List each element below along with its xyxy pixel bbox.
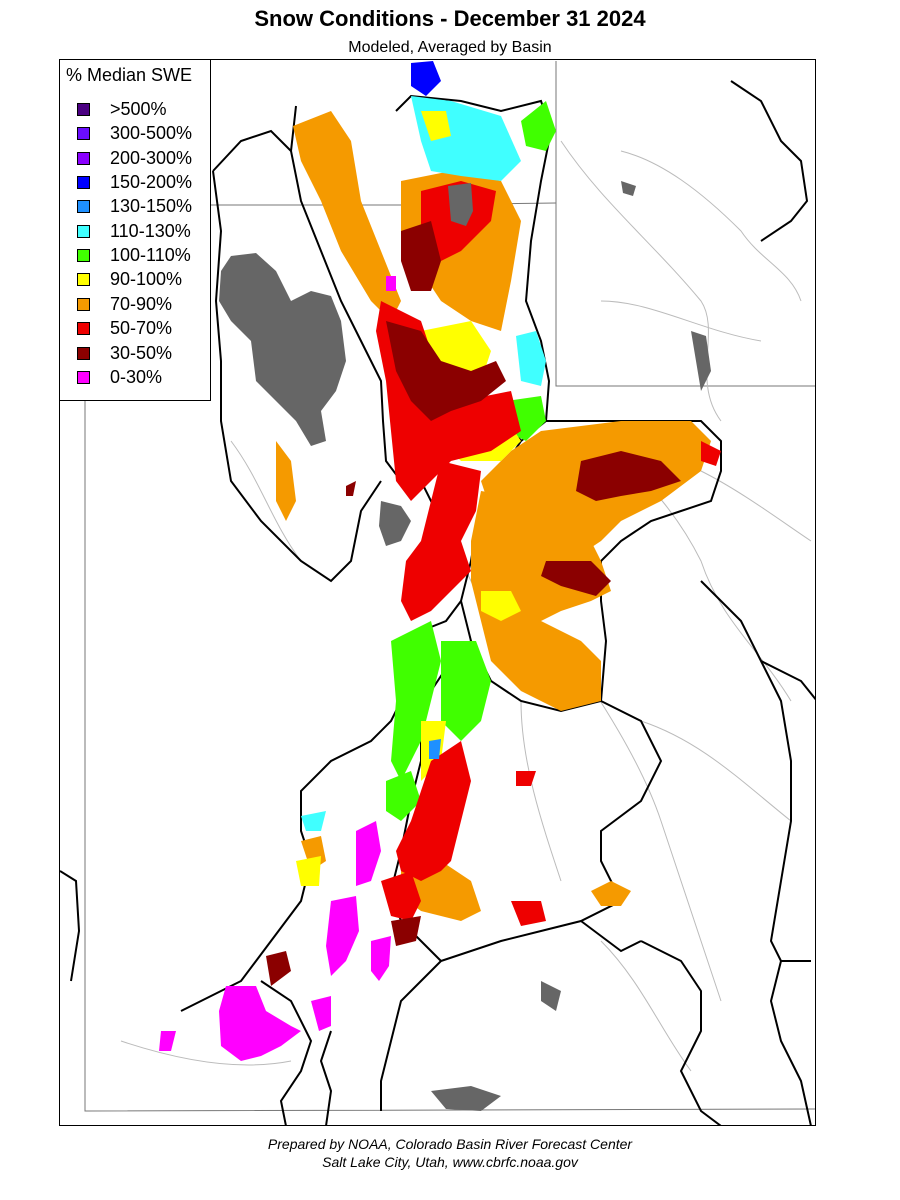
legend-label: >500% xyxy=(110,99,167,119)
legend-label: 300-500% xyxy=(110,123,193,143)
legend: % Median SWE >500% 300-500% 200-300% 150… xyxy=(59,59,211,401)
credit-line-2: Salt Lake City, Utah, www.cbrfc.noaa.gov xyxy=(322,1154,578,1170)
snow-map xyxy=(60,61,815,1125)
legend-swatch xyxy=(77,225,90,238)
map-subtitle: Modeled, Averaged by Basin xyxy=(348,39,552,56)
legend-item: 150-200% xyxy=(77,172,207,193)
legend-swatch xyxy=(77,103,90,116)
legend-label: 50-70% xyxy=(110,318,173,338)
swe-blue xyxy=(411,61,441,96)
legend-item: 200-300% xyxy=(77,148,207,169)
legend-item: 70-90% xyxy=(77,294,207,315)
legend-swatch xyxy=(77,176,90,189)
legend-item: 300-500% xyxy=(77,123,207,144)
legend-label: 200-300% xyxy=(110,148,193,168)
swe-orange xyxy=(276,111,711,921)
legend-swatch xyxy=(77,347,90,360)
lakes xyxy=(219,181,711,1111)
legend-label: 100-110% xyxy=(110,245,191,265)
legend-item: 0-30% xyxy=(77,367,207,388)
legend-swatch xyxy=(77,200,90,213)
legend-item: 110-130% xyxy=(77,221,207,242)
legend-label: 150-200% xyxy=(110,172,193,192)
legend-label: 90-100% xyxy=(110,269,183,289)
credit-line-1: Prepared by NOAA, Colorado Basin River F… xyxy=(267,1136,633,1152)
map-frame xyxy=(59,59,816,1126)
legend-swatch xyxy=(77,298,90,311)
legend-item: 90-100% xyxy=(77,269,207,290)
swe-lightblue xyxy=(429,739,441,759)
legend-label: 110-130% xyxy=(110,221,191,241)
legend-item: 100-110% xyxy=(77,245,207,266)
legend-swatch xyxy=(77,322,90,335)
legend-item: 50-70% xyxy=(77,318,207,339)
legend-label: 130-150% xyxy=(110,196,193,216)
legend-swatch xyxy=(77,371,90,384)
swe-magenta xyxy=(159,276,396,1061)
legend-label: 30-50% xyxy=(110,343,173,363)
swe-darkred xyxy=(266,221,681,986)
legend-title: % Median SWE xyxy=(66,65,193,85)
legend-item: 130-150% xyxy=(77,196,207,217)
legend-label: 70-90% xyxy=(110,294,173,314)
legend-swatch xyxy=(77,127,90,140)
legend-item: 30-50% xyxy=(77,343,207,364)
legend-swatch xyxy=(77,273,90,286)
legend-swatch xyxy=(77,249,90,262)
legend-label: 0-30% xyxy=(110,367,163,387)
legend-swatch xyxy=(77,152,90,165)
map-title: Snow Conditions - December 31 2024 xyxy=(254,6,646,31)
swe-green xyxy=(386,101,556,821)
legend-item: >500% xyxy=(77,99,207,120)
